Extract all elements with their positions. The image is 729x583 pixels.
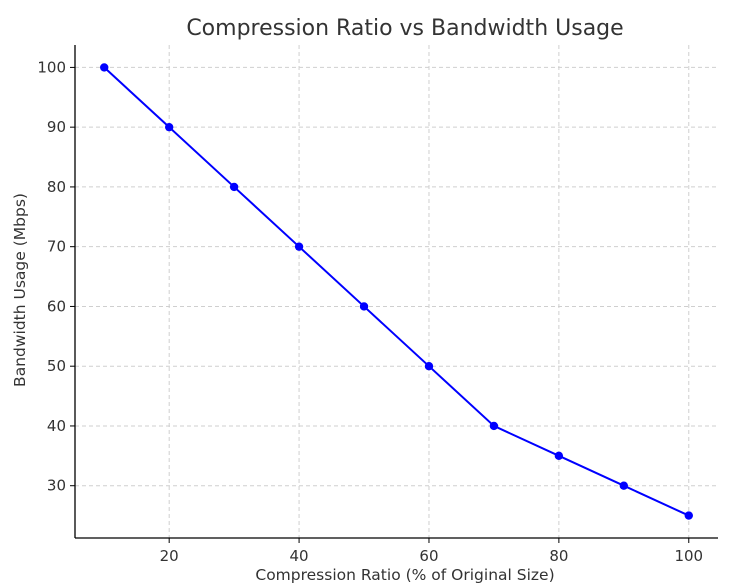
y-tick-label: 100 xyxy=(37,58,66,76)
y-tick-label: 30 xyxy=(47,477,66,495)
y-axis-label: Bandwidth Usage (Mbps) xyxy=(11,193,29,387)
grid-lines xyxy=(75,45,718,538)
y-tick-label: 90 xyxy=(47,118,66,136)
x-tick-label: 20 xyxy=(160,547,179,565)
data-point xyxy=(554,451,564,461)
data-point xyxy=(164,122,174,132)
data-point xyxy=(229,182,239,192)
x-tick-label: 40 xyxy=(290,547,309,565)
x-axis-label: Compression Ratio (% of Original Size) xyxy=(255,566,554,583)
x-tick-label: 80 xyxy=(549,547,568,565)
y-tick-label: 40 xyxy=(47,417,66,435)
chart-title: Compression Ratio vs Bandwidth Usage xyxy=(186,16,623,41)
data-point xyxy=(424,361,434,371)
data-point xyxy=(100,63,109,72)
data-point xyxy=(359,302,369,311)
series xyxy=(100,63,693,520)
data-point xyxy=(684,511,693,520)
axes xyxy=(74,45,718,539)
axis-ticks: 20 40 60 80 100 30 40 50 60 70 80 90 100 xyxy=(37,58,703,565)
y-tick-label: 50 xyxy=(47,357,66,375)
y-tick-label: 70 xyxy=(47,238,66,256)
data-point xyxy=(294,242,304,251)
y-tick-label: 80 xyxy=(47,178,66,196)
y-tick-label: 60 xyxy=(47,297,66,315)
data-point xyxy=(489,421,499,431)
data-point xyxy=(619,481,629,490)
x-tick-label: 100 xyxy=(674,547,703,565)
series-line xyxy=(103,66,690,517)
x-tick-label: 60 xyxy=(419,547,438,565)
